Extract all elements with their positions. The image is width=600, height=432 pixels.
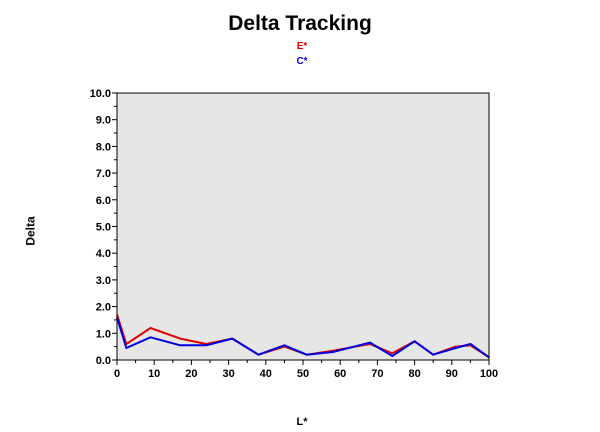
y-tick-label: 2.0 xyxy=(96,302,111,314)
y-tick-label: 8.0 xyxy=(96,141,111,153)
y-tick-label: 7.0 xyxy=(96,168,111,180)
y-tick-label: 5.0 xyxy=(96,222,111,234)
y-tick-label: 10.0 xyxy=(90,88,111,100)
x-axis-label: L* xyxy=(296,416,308,428)
x-tick-label: 0 xyxy=(114,368,120,380)
x-tick-label: 100 xyxy=(480,368,498,380)
x-tick-label: 40 xyxy=(260,368,272,380)
y-tick-label: 3.0 xyxy=(96,275,111,287)
x-tick-label: 20 xyxy=(185,368,197,380)
x-tick-label: 50 xyxy=(297,368,309,380)
plot-area xyxy=(117,93,489,360)
x-tick-label: 70 xyxy=(371,368,383,380)
y-tick-label: 4.0 xyxy=(96,248,111,260)
y-tick-label: 1.0 xyxy=(96,328,111,340)
y-tick-label: 0.0 xyxy=(96,355,111,367)
x-tick-label: 80 xyxy=(408,368,420,380)
x-tick-label: 90 xyxy=(446,368,458,380)
series-line-c xyxy=(116,317,490,359)
x-tick-label: 60 xyxy=(334,368,346,380)
legend-entry-e: E* xyxy=(296,41,308,52)
plot-frame xyxy=(116,92,490,361)
x-tick-label: 30 xyxy=(222,368,234,380)
x-tick-label: 10 xyxy=(148,368,160,380)
y-tick-label: 9.0 xyxy=(96,115,111,127)
chart-title: Delta Tracking xyxy=(228,12,372,35)
y-tick-label: 6.0 xyxy=(96,195,111,207)
legend-entry-c: C* xyxy=(296,56,308,67)
